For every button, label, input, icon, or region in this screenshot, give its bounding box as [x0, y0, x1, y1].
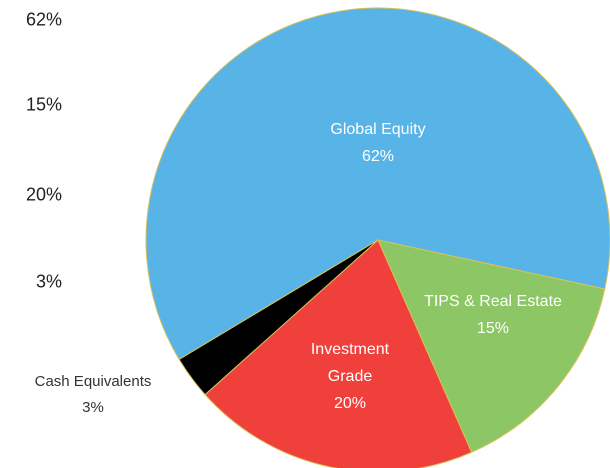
pie-slice: [145, 7, 610, 361]
pie-slice: [204, 239, 473, 468]
pie-slice: [178, 239, 379, 396]
slice-value: 3%: [82, 399, 104, 416]
side-value-label: 3%: [35, 271, 62, 292]
slice-label: Investment Grade 20%: [295, 336, 405, 417]
side-value-label: 15%: [25, 94, 62, 115]
slice-value: 20%: [333, 395, 367, 412]
slice-name: Global Equity: [330, 121, 426, 138]
slice-name: Cash Equivalents: [34, 373, 152, 390]
pie-slice: [377, 239, 606, 453]
slice-name: TIPS & Real Estate: [424, 293, 562, 310]
slice-value: 62%: [361, 148, 395, 165]
slice-label: Global Equity 62%: [278, 116, 478, 170]
slice-label: Cash Equivalents 3%: [3, 369, 183, 421]
slice-value: 15%: [476, 320, 510, 337]
side-value-label: 20%: [25, 184, 62, 205]
slice-label: TIPS & Real Estate 15%: [403, 288, 583, 342]
slice-name: Investment Grade: [310, 341, 390, 385]
side-value-label: 62%: [25, 9, 62, 30]
